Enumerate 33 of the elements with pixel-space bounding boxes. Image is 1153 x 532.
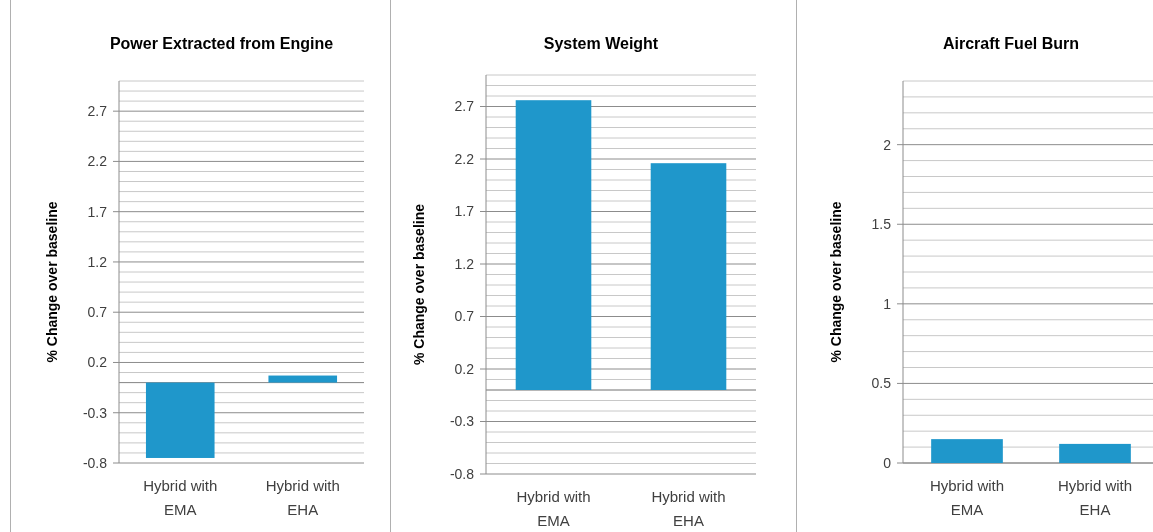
x-tick-label: Hybrid with EHA: [1057, 477, 1133, 518]
chart-title: Power Extracted from Engine: [109, 35, 334, 52]
y-tick-label: 1.2: [87, 253, 108, 270]
x-tick-label: Hybrid with EMA: [929, 477, 1005, 518]
y-tick-label: 2.2: [454, 150, 475, 167]
y-tick-label: -0.8: [82, 454, 108, 471]
y-axis-title: % Change over baseline: [828, 201, 844, 363]
y-tick-label: 2.7: [454, 98, 475, 115]
y-tick-label: 1.7: [454, 203, 475, 220]
y-tick-label: 0.5: [871, 375, 892, 392]
chart-title: System Weight: [543, 35, 659, 52]
y-axis-title: % Change over baseline: [411, 203, 427, 366]
chart-title: Aircraft Fuel Burn: [942, 35, 1080, 52]
y-tick-label: 1.2: [454, 255, 475, 272]
y-tick-label: -0.8: [449, 465, 475, 482]
y-tick-label: -0.3: [449, 413, 475, 430]
x-tick-label: Hybrid with EHA: [265, 477, 340, 518]
y-tick-label: 2.2: [87, 153, 108, 170]
y-tick-label: 0.7: [87, 304, 108, 321]
y-tick-label: 0.2: [454, 360, 475, 377]
y-tick-label: 1.7: [87, 203, 108, 220]
y-tick-label: 2: [883, 136, 892, 153]
y-tick-label: 0.2: [87, 354, 108, 371]
y-tick-label: 0.7: [454, 308, 475, 325]
y-tick-label: -0.3: [82, 404, 108, 421]
x-tick-label: Hybrid with EMA: [516, 488, 591, 529]
x-tick-label: Hybrid with EMA: [143, 477, 218, 518]
y-axis-title: % Change over baseline: [44, 201, 60, 363]
y-tick-label: 1.5: [871, 216, 892, 233]
x-tick-label: Hybrid with EHA: [651, 488, 726, 529]
y-tick-label: 2.7: [87, 103, 108, 120]
y-tick-label: 1: [883, 295, 892, 312]
y-tick-label: 0: [883, 454, 892, 471]
